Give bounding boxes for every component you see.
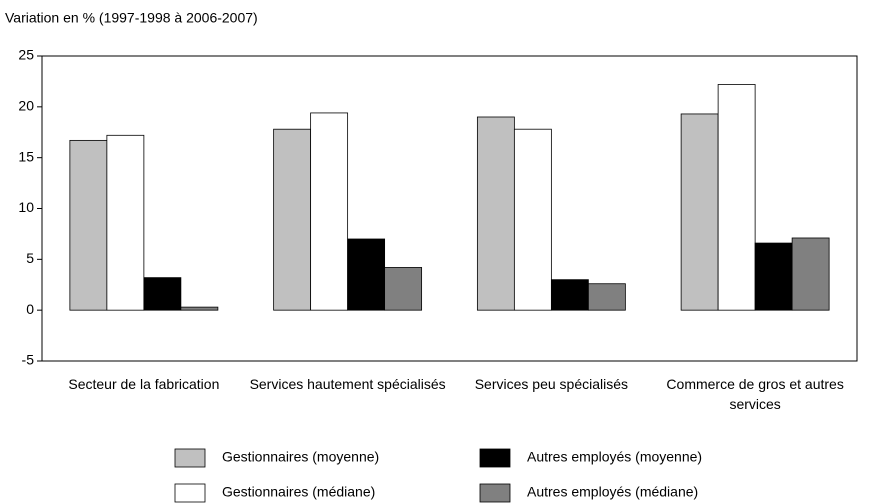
bar xyxy=(347,238,386,311)
bar xyxy=(587,283,626,311)
y-axis-label: Variation en % (1997-1998 à 2006-2007) xyxy=(5,10,258,26)
bar xyxy=(717,84,756,311)
bar xyxy=(310,112,349,311)
bar xyxy=(476,116,515,311)
legend-label: Autres employés (moyenne) xyxy=(527,449,702,465)
bar xyxy=(754,242,793,311)
x-tick-label: Secteur de la fabrication xyxy=(68,376,220,392)
bar xyxy=(106,134,145,311)
y-tick-label: -5 xyxy=(22,352,35,368)
legend-swatch xyxy=(174,483,206,503)
bar xyxy=(273,128,312,311)
y-tick-label: 15 xyxy=(18,148,34,164)
y-tick-label: 20 xyxy=(18,98,34,114)
y-tick-label: 25 xyxy=(18,47,34,63)
y-tick-label: 10 xyxy=(18,199,34,215)
y-tick-label: 0 xyxy=(26,301,34,317)
legend-label: Gestionnaires (moyenne) xyxy=(222,449,379,465)
legend-swatch xyxy=(479,483,511,503)
legend-label: Gestionnaires (médiane) xyxy=(222,484,375,500)
legend-label: Autres employés (médiane) xyxy=(527,484,698,500)
bar xyxy=(180,306,219,311)
x-tick-label: Commerce de gros et autres services xyxy=(666,376,844,412)
bar xyxy=(143,277,182,311)
bar xyxy=(384,267,423,311)
bar xyxy=(69,139,108,311)
legend-swatch xyxy=(174,448,206,468)
legend-swatch xyxy=(479,448,511,468)
x-tick-label: Services peu spécialisés xyxy=(474,376,629,392)
bar xyxy=(791,237,830,311)
bar xyxy=(550,279,589,311)
y-tick-label: 5 xyxy=(26,250,34,266)
bar xyxy=(513,128,552,311)
x-tick-label: Services hautement spécialisés xyxy=(249,376,446,392)
bar xyxy=(680,113,719,311)
